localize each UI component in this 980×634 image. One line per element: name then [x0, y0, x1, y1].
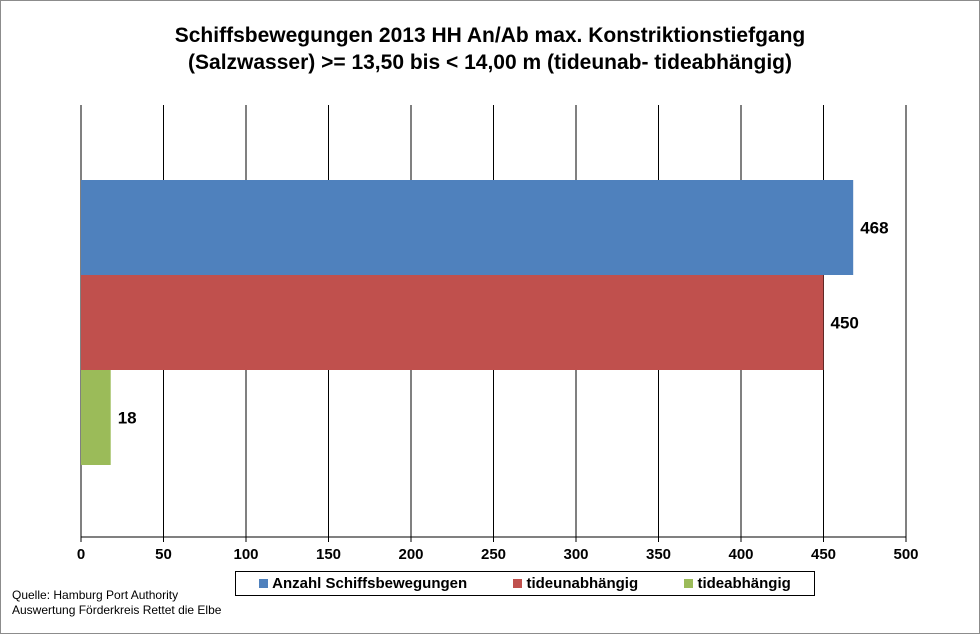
legend-label: tideunabhängig	[526, 575, 639, 592]
legend-label: Anzahl Schiffsbewegungen	[272, 575, 468, 592]
bar	[81, 180, 854, 275]
x-tick-label: 150	[316, 546, 341, 563]
bar-data-label: 450	[831, 314, 859, 333]
bar	[81, 275, 824, 370]
legend-swatch	[684, 579, 694, 588]
x-tick-label: 300	[563, 546, 588, 563]
bar-data-label: 18	[118, 409, 137, 428]
x-tick-label: 450	[811, 546, 836, 563]
legend-item-tideabhaengig: tideabhängig	[684, 575, 791, 592]
legend-swatch	[513, 579, 523, 588]
x-tick-label: 250	[481, 546, 506, 563]
x-tick-label: 500	[893, 546, 918, 563]
legend-item-anzahl: Anzahl Schiffsbewegungen	[259, 575, 467, 592]
chart-title: Schiffsbewegungen 2013 HH An/Ab max. Kon…	[0, 22, 980, 76]
source-note: Quelle: Hamburg Port Authority Auswertun…	[12, 588, 221, 618]
x-tick-label: 0	[77, 546, 85, 563]
bar-data-label: 468	[860, 219, 888, 238]
source-line1: Quelle: Hamburg Port Authority	[12, 588, 179, 602]
bar	[81, 370, 111, 465]
legend-item-tideunabhaengig: tideunabhängig	[513, 575, 638, 592]
x-tick-label: 200	[398, 546, 423, 563]
source-line2: Auswertung Förderkreis Rettet die Elbe	[12, 603, 222, 617]
chart-title-line1: Schiffsbewegungen 2013 HH An/Ab max. Kon…	[174, 24, 806, 47]
x-tick-label: 50	[155, 546, 172, 563]
chart-title-line2: (Salzwasser) >= 13,50 bis < 14,00 m (tid…	[188, 51, 792, 74]
legend: Anzahl Schiffsbewegungen tideunabhängig …	[235, 571, 815, 596]
x-tick-label: 350	[646, 546, 671, 563]
x-tick-label: 400	[728, 546, 753, 563]
x-tick-label: 100	[233, 546, 258, 563]
legend-swatch	[259, 579, 269, 588]
legend-label: tideabhängig	[697, 575, 791, 592]
